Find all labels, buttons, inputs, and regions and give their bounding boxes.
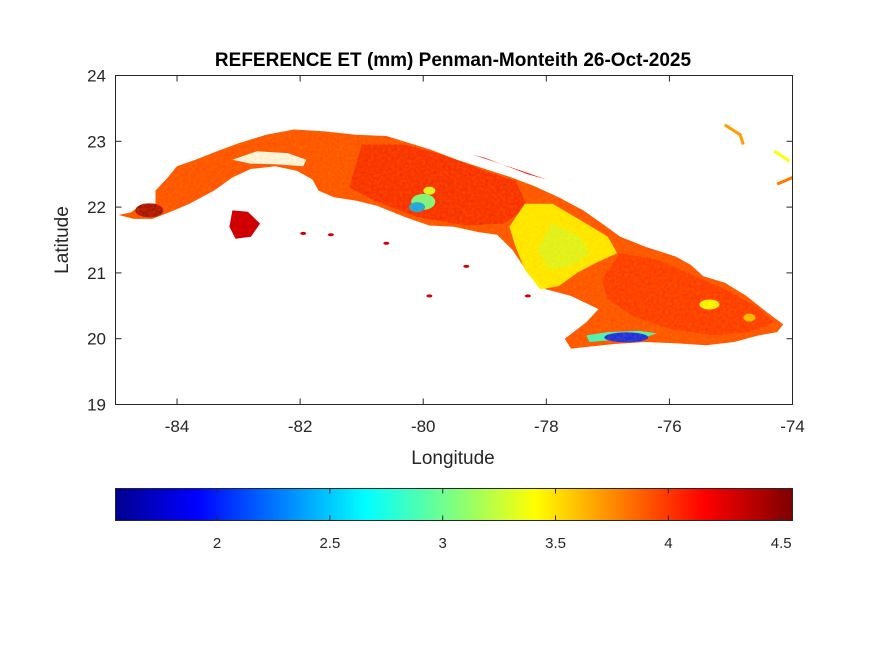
y-tick-label: 23: [87, 132, 106, 151]
southern-cay: [300, 231, 307, 235]
figure-title: REFERENCE ET (mm) Penman-Monteith 26-Oct…: [215, 50, 692, 71]
bahamas-islet: [776, 176, 792, 186]
colorbar-tick-label: 2.5: [319, 535, 340, 552]
colorbar-tick-label: 3: [439, 535, 447, 552]
southern-cay: [524, 294, 531, 298]
isla-de-la-juventud: [229, 210, 261, 239]
y-tick-label: 22: [87, 198, 106, 217]
southern-cay: [383, 241, 390, 245]
plot-axes-box: [115, 75, 793, 405]
y-axis: 19 20 21 22 23 24: [87, 67, 793, 415]
x-axis-label: Longitude: [411, 448, 494, 469]
x-axis: -84 -82 -80 -78 -76 -74: [165, 75, 805, 436]
colorbar-tick-label: 3.5: [545, 535, 566, 552]
x-tick-label: -74: [780, 417, 805, 436]
raster-texture: [118, 129, 784, 349]
x-tick-label: -82: [288, 417, 313, 436]
x-tick-label: -84: [165, 417, 190, 436]
northern-cays: [472, 154, 547, 180]
y-axis-label: Latitude: [52, 206, 73, 274]
y-tick-label: 20: [87, 330, 106, 349]
colorbar-ticks: 2 2.5 3 3.5 4 4.5: [213, 488, 792, 552]
colorbar-tick-label: 4.5: [771, 535, 792, 552]
southern-cay: [327, 233, 334, 237]
bahamas-islet: [773, 149, 791, 163]
x-tick-label: -76: [657, 417, 682, 436]
bahamas-islet: [723, 123, 745, 146]
x-tick-label: -78: [534, 417, 559, 436]
y-tick-label: 21: [87, 264, 106, 283]
x-tick-label: -80: [411, 417, 436, 436]
colorbar: [115, 488, 793, 521]
y-tick-label: 24: [87, 67, 106, 86]
colorbar-tick-label: 2: [213, 535, 221, 552]
colorbar-tick-label: 4: [664, 535, 672, 552]
cuba-et-raster: [118, 123, 792, 349]
y-tick-label: 19: [87, 396, 106, 415]
northern-cays: [546, 167, 578, 185]
southern-cay: [463, 264, 470, 268]
southern-cay: [426, 294, 433, 298]
